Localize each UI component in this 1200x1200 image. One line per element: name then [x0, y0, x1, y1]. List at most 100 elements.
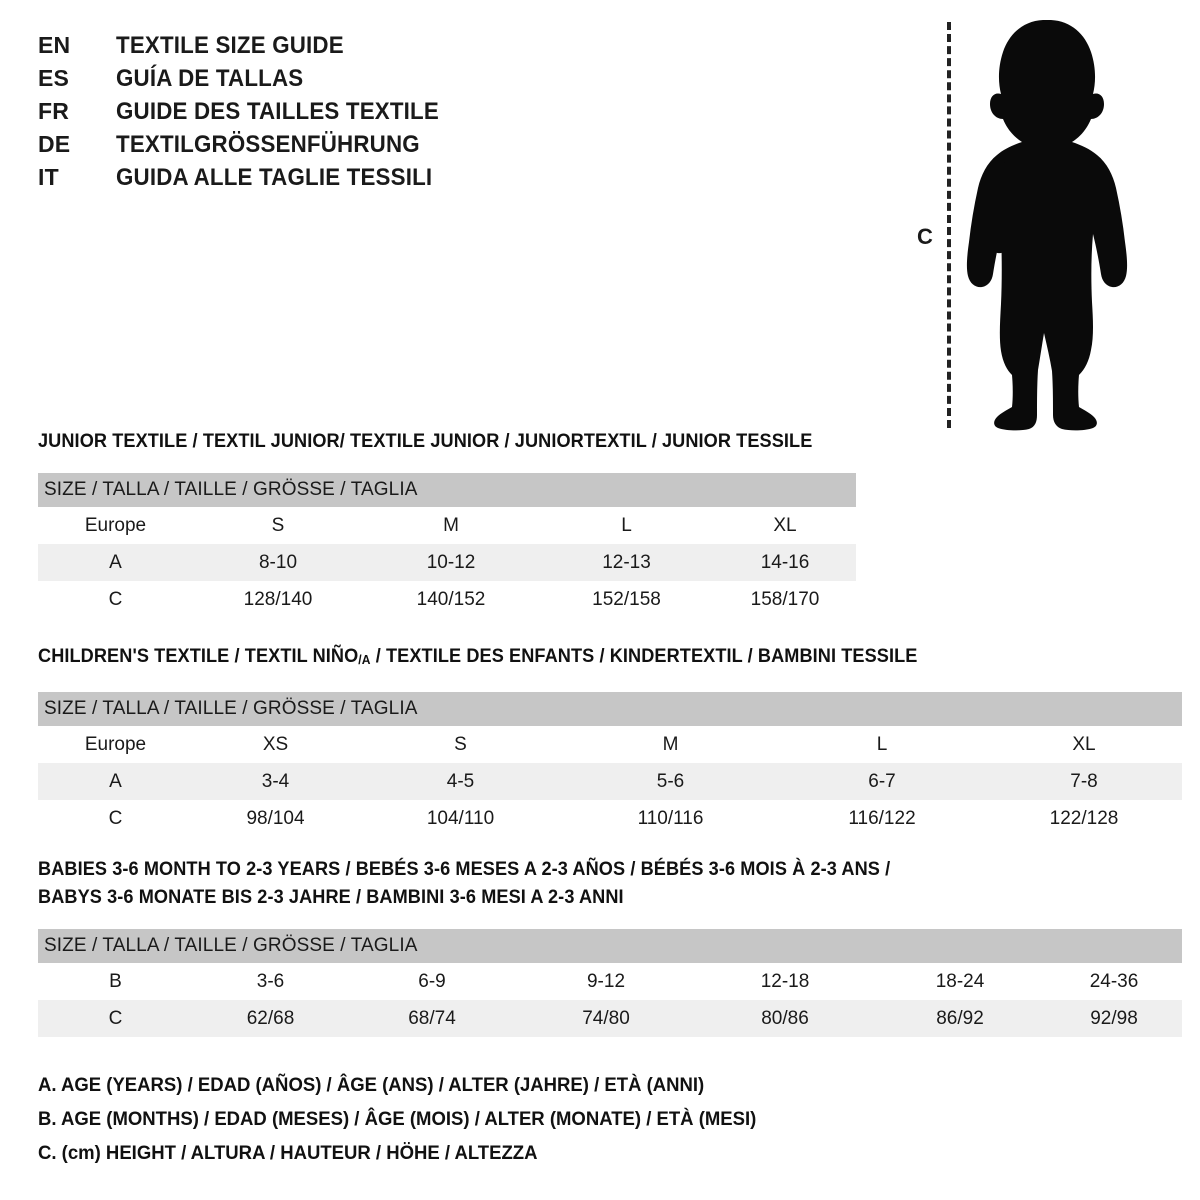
babies-size-table: SIZE / TALLA / TAILLE / GRÖSSE / TAGLIA … [38, 929, 1182, 1037]
table-row: Europe XS S M L XL [38, 726, 1182, 763]
children-row-key-c: C [38, 800, 193, 837]
babies-size-bar-label: SIZE / TALLA / TAILLE / GRÖSSE / TAGLIA [38, 929, 1182, 963]
babies-cell-c-1: 68/74 [348, 1000, 516, 1037]
junior-cell-c-1: 140/152 [363, 581, 539, 618]
children-cell-europe-4: XL [986, 726, 1182, 763]
children-cell-c-4: 122/128 [986, 800, 1182, 837]
junior-cell-c-3: 158/170 [714, 581, 856, 618]
babies-cell-b-3: 12-18 [696, 963, 874, 1000]
toddler-silhouette-icon [966, 20, 1128, 431]
section-junior-textile: JUNIOR TEXTILE / TEXTIL JUNIOR/ TEXTILE … [38, 427, 871, 618]
junior-size-bar-row: SIZE / TALLA / TAILLE / GRÖSSE / TAGLIA [38, 473, 856, 507]
language-row-it: IT GUIDA ALLE TAGLIE TESSILI [38, 164, 598, 197]
guide-title-en: TEXTILE SIZE GUIDE [116, 32, 344, 59]
junior-row-key-a: A [38, 544, 193, 581]
table-row: B 3-6 6-9 9-12 12-18 18-24 24-36 [38, 963, 1182, 1000]
junior-row-key-c: C [38, 581, 193, 618]
language-row-es: ES GUÍA DE TALLAS [38, 65, 598, 98]
guide-title-de: TEXTILGRÖSSENFÜHRUNG [116, 131, 420, 158]
babies-cell-c-2: 74/80 [516, 1000, 696, 1037]
babies-cell-c-0: 62/68 [193, 1000, 348, 1037]
height-marker-label: C [917, 224, 933, 249]
measurement-legend: A. AGE (YEARS) / EDAD (AÑOS) / ÂGE (ANS)… [38, 1068, 794, 1170]
junior-cell-a-1: 10-12 [363, 544, 539, 581]
children-cell-a-4: 7-8 [986, 763, 1182, 800]
children-cell-europe-2: M [563, 726, 778, 763]
section-children-textile: CHILDREN'S TEXTILE / TEXTIL NIÑO/A / TEX… [38, 642, 1182, 837]
table-row: A 8-10 10-12 12-13 14-16 [38, 544, 856, 581]
section-babies-textile: BABIES 3-6 MONTH TO 2-3 YEARS / BEBÉS 3-… [38, 855, 1182, 1037]
junior-cell-europe-0: S [193, 507, 363, 544]
children-row-key-europe: Europe [38, 726, 193, 763]
height-measurement-figure: C [905, 12, 1135, 432]
junior-cell-c-0: 128/140 [193, 581, 363, 618]
guide-title-es: GUÍA DE TALLAS [116, 65, 304, 92]
children-section-heading: CHILDREN'S TEXTILE / TEXTIL NIÑO/A / TEX… [38, 642, 1102, 674]
babies-cell-b-1: 6-9 [348, 963, 516, 1000]
junior-cell-europe-1: M [363, 507, 539, 544]
junior-size-table: SIZE / TALLA / TAILLE / GRÖSSE / TAGLIA … [38, 473, 856, 618]
guide-title-fr: GUIDE DES TAILLES TEXTILE [116, 98, 439, 125]
legend-line-b: B. AGE (MONTHS) / EDAD (MESES) / ÂGE (MO… [38, 1108, 757, 1130]
children-row-key-a: A [38, 763, 193, 800]
language-code-en: EN [38, 32, 71, 58]
language-header-block: EN TEXTILE SIZE GUIDE ES GUÍA DE TALLAS … [38, 32, 598, 197]
legend-c-unit: (cm) [61, 1142, 101, 1164]
children-cell-europe-1: S [358, 726, 563, 763]
table-row: C 98/104 104/110 110/116 116/122 122/128 [38, 800, 1182, 837]
children-cell-c-0: 98/104 [193, 800, 358, 837]
junior-cell-europe-3: XL [714, 507, 856, 544]
guide-title-it: GUIDA ALLE TAGLIE TESSILI [116, 164, 433, 191]
table-row: C 128/140 140/152 152/158 158/170 [38, 581, 856, 618]
children-cell-a-0: 3-4 [193, 763, 358, 800]
children-cell-a-3: 6-7 [778, 763, 986, 800]
junior-cell-a-3: 14-16 [714, 544, 856, 581]
legend-c-prefix: C. [38, 1142, 62, 1164]
children-cell-europe-3: L [778, 726, 986, 763]
babies-section-heading-line1: BABIES 3-6 MONTH TO 2-3 YEARS / BEBÉS 3-… [38, 858, 891, 880]
children-cell-c-3: 116/122 [778, 800, 986, 837]
junior-cell-a-2: 12-13 [539, 544, 714, 581]
language-row-de: DE TEXTILGRÖSSENFÜHRUNG [38, 131, 598, 164]
language-code-de: DE [38, 131, 71, 157]
babies-cell-c-4: 86/92 [874, 1000, 1046, 1037]
junior-section-heading: JUNIOR TEXTILE / TEXTIL JUNIOR/ TEXTILE … [38, 430, 813, 452]
children-cell-c-2: 110/116 [563, 800, 778, 837]
babies-cell-b-0: 3-6 [193, 963, 348, 1000]
table-row: Europe S M L XL [38, 507, 856, 544]
children-size-bar-label: SIZE / TALLA / TAILLE / GRÖSSE / TAGLIA [38, 692, 1182, 726]
babies-cell-b-5: 24-36 [1046, 963, 1182, 1000]
children-cell-c-1: 104/110 [358, 800, 563, 837]
children-cell-a-1: 4-5 [358, 763, 563, 800]
babies-cell-b-2: 9-12 [516, 963, 696, 1000]
children-size-table: SIZE / TALLA / TAILLE / GRÖSSE / TAGLIA … [38, 692, 1182, 837]
language-code-fr: FR [38, 98, 70, 124]
legend-c-rest: HEIGHT / ALTURA / HAUTEUR / HÖHE / ALTEZ… [100, 1142, 538, 1164]
junior-cell-europe-2: L [539, 507, 714, 544]
junior-row-key-europe: Europe [38, 507, 193, 544]
language-code-es: ES [38, 65, 70, 91]
legend-line-c: C. (cm) HEIGHT / ALTURA / HAUTEUR / HÖHE… [38, 1136, 756, 1170]
legend-line-a: A. AGE (YEARS) / EDAD (AÑOS) / ÂGE (ANS)… [38, 1074, 705, 1096]
babies-cell-c-3: 80/86 [696, 1000, 874, 1037]
children-size-bar-row: SIZE / TALLA / TAILLE / GRÖSSE / TAGLIA [38, 692, 1182, 726]
junior-size-bar-label: SIZE / TALLA / TAILLE / GRÖSSE / TAGLIA [38, 473, 856, 507]
junior-cell-a-0: 8-10 [193, 544, 363, 581]
children-cell-a-2: 5-6 [563, 763, 778, 800]
table-row: C 62/68 68/74 74/80 80/86 86/92 92/98 [38, 1000, 1182, 1037]
language-row-fr: FR GUIDE DES TAILLES TEXTILE [38, 98, 598, 131]
language-code-it: IT [38, 164, 59, 190]
babies-row-key-c: C [38, 1000, 193, 1037]
babies-cell-b-4: 18-24 [874, 963, 1046, 1000]
junior-cell-c-2: 152/158 [539, 581, 714, 618]
table-row: A 3-4 4-5 5-6 6-7 7-8 [38, 763, 1182, 800]
children-cell-europe-0: XS [193, 726, 358, 763]
babies-row-key-b: B [38, 963, 193, 1000]
children-heading-subscript: /A [358, 652, 371, 667]
babies-section-heading-line2: BABYS 3-6 MONATE BIS 2-3 JAHRE / BAMBINI… [38, 886, 624, 908]
language-row-en: EN TEXTILE SIZE GUIDE [38, 32, 598, 65]
babies-cell-c-5: 92/98 [1046, 1000, 1182, 1037]
children-heading-part2: / TEXTILE DES ENFANTS / KINDERTEXTIL / B… [370, 645, 918, 667]
babies-size-bar-row: SIZE / TALLA / TAILLE / GRÖSSE / TAGLIA [38, 929, 1182, 963]
height-dashed-line [947, 22, 951, 428]
